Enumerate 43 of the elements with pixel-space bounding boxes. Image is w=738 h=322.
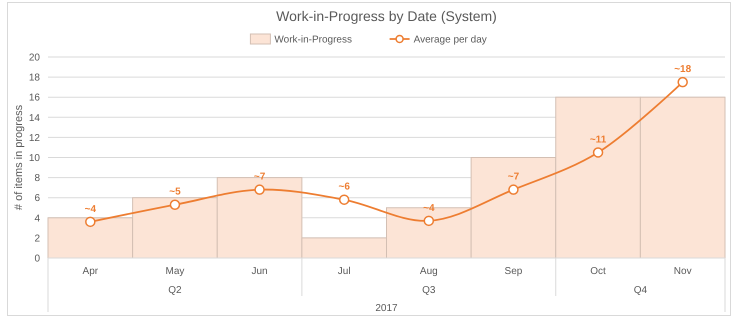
- y-axis-title: # of items in progress: [13, 104, 25, 210]
- point: [254, 184, 265, 195]
- legend-label: Work-in-Progress: [274, 34, 352, 46]
- y-tick-label: 2: [34, 233, 40, 244]
- x-tick-label: Jul: [338, 266, 351, 277]
- data-label: ~18: [674, 64, 692, 76]
- x-tick-label: Oct: [590, 266, 606, 277]
- x-tick-label: Aug: [420, 266, 438, 277]
- text: Q3: [422, 285, 436, 296]
- point: [424, 216, 434, 226]
- x-tick-label: Jun: [252, 266, 268, 277]
- chart-title: Work-in-Progress by Date (System): [276, 8, 497, 24]
- y-tick-label: 18: [28, 72, 40, 84]
- point: [85, 216, 96, 228]
- text: Q4: [634, 285, 648, 296]
- data-label: ~6: [338, 182, 350, 193]
- y-tick-label: 4: [34, 213, 40, 224]
- text: 2017: [375, 303, 398, 314]
- point: [508, 184, 519, 195]
- data-label: ~7: [254, 172, 266, 183]
- y-tick-label: 0: [34, 254, 40, 264]
- y-tick-label: 8: [34, 173, 40, 184]
- x-tick-label: Nov: [674, 266, 692, 277]
- y-tick-label: 14: [28, 112, 40, 124]
- point: [592, 147, 604, 158]
- y-tick-label: 16: [28, 92, 40, 104]
- point: [170, 199, 180, 210]
- y-tick-label: 10: [28, 153, 40, 164]
- point: [338, 194, 350, 205]
- x-tick-label: Sep: [504, 266, 523, 277]
- data-label: ~11: [590, 134, 607, 146]
- y-tick-label: 6: [34, 193, 40, 204]
- data-label: ~4: [84, 204, 96, 215]
- text: Q2: [168, 285, 182, 296]
- x-tick-label: May: [165, 266, 184, 277]
- data-label: ~7: [508, 172, 520, 183]
- point: [677, 76, 688, 88]
- y-tick-label: 12: [28, 132, 40, 144]
- data-label: ~4: [423, 202, 435, 214]
- data-label: ~5: [169, 186, 182, 198]
- x-tick-label: Apr: [82, 266, 99, 277]
- legend-label: Average per day: [414, 34, 487, 46]
- y-tick-label: 20: [28, 52, 40, 64]
